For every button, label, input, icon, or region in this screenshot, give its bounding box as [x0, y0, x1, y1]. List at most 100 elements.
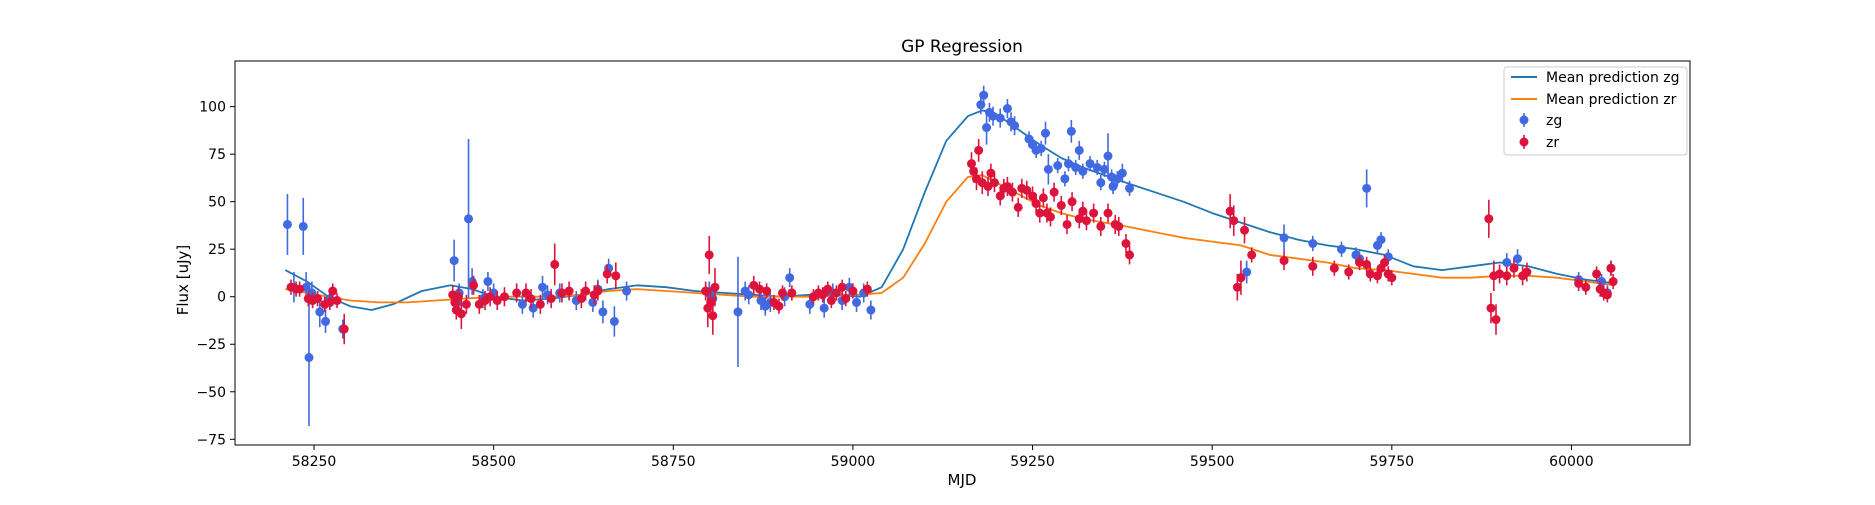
zr-point [862, 284, 872, 294]
zg-point [733, 307, 743, 317]
zr-point [1502, 271, 1512, 281]
zr-point [1602, 290, 1612, 300]
zg-point [1279, 233, 1289, 243]
zg-point [979, 90, 989, 100]
zr-point [708, 311, 718, 321]
zr-point [787, 288, 797, 298]
zr-point [706, 297, 716, 307]
zr-point [456, 309, 466, 319]
zg-point [1242, 267, 1252, 277]
zr-point [1114, 221, 1124, 231]
zg-point [1108, 181, 1118, 191]
axes: 58250 58500 58750 59000 59250 59500 59750 60000… [196, 60, 1691, 470]
zg-point [1099, 164, 1109, 174]
legend-label-zg: zg [1546, 113, 1562, 129]
zr-point [499, 292, 509, 302]
zg-point [1074, 145, 1084, 155]
y-tick-label: 25 [208, 242, 226, 258]
zr-point [313, 294, 323, 304]
zr-point [339, 324, 349, 334]
zr-point [469, 280, 479, 290]
zg-point [1308, 238, 1318, 248]
zr-point [755, 284, 765, 294]
zg-point [1071, 162, 1081, 172]
zr-point [1067, 197, 1077, 207]
zr-point [1232, 282, 1242, 292]
zg-point [1043, 164, 1053, 174]
zr-point [461, 299, 471, 309]
zg-point [598, 307, 608, 317]
x-tick-label: 59000 [831, 454, 876, 470]
zg-point [1103, 151, 1113, 161]
zr-point [1035, 208, 1045, 218]
zr-point [1308, 261, 1318, 271]
legend: Mean prediction zg Mean prediction zr zg… [1503, 66, 1688, 156]
zg-point [744, 290, 754, 300]
zg-point [1125, 183, 1135, 193]
zg-point [1010, 121, 1020, 131]
zg-point [995, 113, 1005, 123]
x-tick-label: 59250 [1010, 454, 1055, 470]
zr-point [1522, 267, 1532, 277]
x-tick-label: 59500 [1190, 454, 1235, 470]
zg-point [1513, 254, 1523, 264]
axes-frame [234, 60, 1691, 446]
zg-point [321, 316, 331, 326]
zg-point [1117, 168, 1127, 178]
zg-point [866, 305, 876, 315]
y-tick-label: 0 [217, 290, 226, 306]
zg-point [1337, 244, 1347, 254]
zg-point [1036, 143, 1046, 153]
zr-point [557, 288, 567, 298]
zr-point [1007, 187, 1017, 197]
zr-point [1387, 273, 1397, 283]
zr-point [1049, 187, 1059, 197]
zr-point [774, 301, 784, 311]
zr-point [1096, 221, 1106, 231]
zg-point [819, 303, 829, 313]
zr-point [485, 292, 495, 302]
zr-point [1574, 278, 1584, 288]
zr-point [1074, 214, 1084, 224]
legend-label-mean-zr: Mean prediction zr [1546, 92, 1677, 108]
zr-point [576, 294, 586, 304]
zr-point [1078, 206, 1088, 216]
zr-point [1028, 191, 1038, 201]
zr-point [1329, 263, 1339, 273]
zr-point [989, 178, 999, 188]
zr-point [332, 296, 342, 306]
zg-point [988, 111, 998, 121]
y-tick-label: −25 [196, 337, 226, 353]
zg-point [1096, 178, 1106, 188]
zg-point [464, 214, 474, 224]
zg-point [304, 353, 314, 363]
y-tick-label: 100 [199, 100, 226, 116]
zr-point [328, 286, 338, 296]
zr-point [1354, 258, 1364, 268]
legend-swatch-zg-marker [1519, 115, 1529, 125]
y-tick-label: 50 [208, 195, 226, 211]
x-axis-label: MJD [948, 471, 977, 489]
zr-point [581, 286, 591, 296]
zr-point [593, 286, 603, 296]
zr-point [1344, 267, 1354, 277]
zg-point [805, 299, 815, 309]
zg-point [1060, 174, 1070, 184]
zg-point [282, 219, 292, 229]
zg-point [785, 273, 795, 283]
legend-swatch-zr-marker [1519, 137, 1529, 147]
zg-point [622, 286, 632, 296]
zr-point [704, 250, 714, 260]
zg-point [1502, 258, 1512, 268]
x-tick-label: 59750 [1370, 454, 1415, 470]
zg-point [1092, 162, 1102, 172]
zg-point [982, 123, 992, 133]
zr-point [1608, 277, 1618, 287]
zg-point [298, 221, 308, 231]
zg-point [588, 297, 598, 307]
zr-point [535, 299, 545, 309]
zr-point [1606, 263, 1616, 273]
zg-point [852, 297, 862, 307]
zr-point [1081, 216, 1091, 226]
y-tick-label: 75 [208, 147, 226, 163]
